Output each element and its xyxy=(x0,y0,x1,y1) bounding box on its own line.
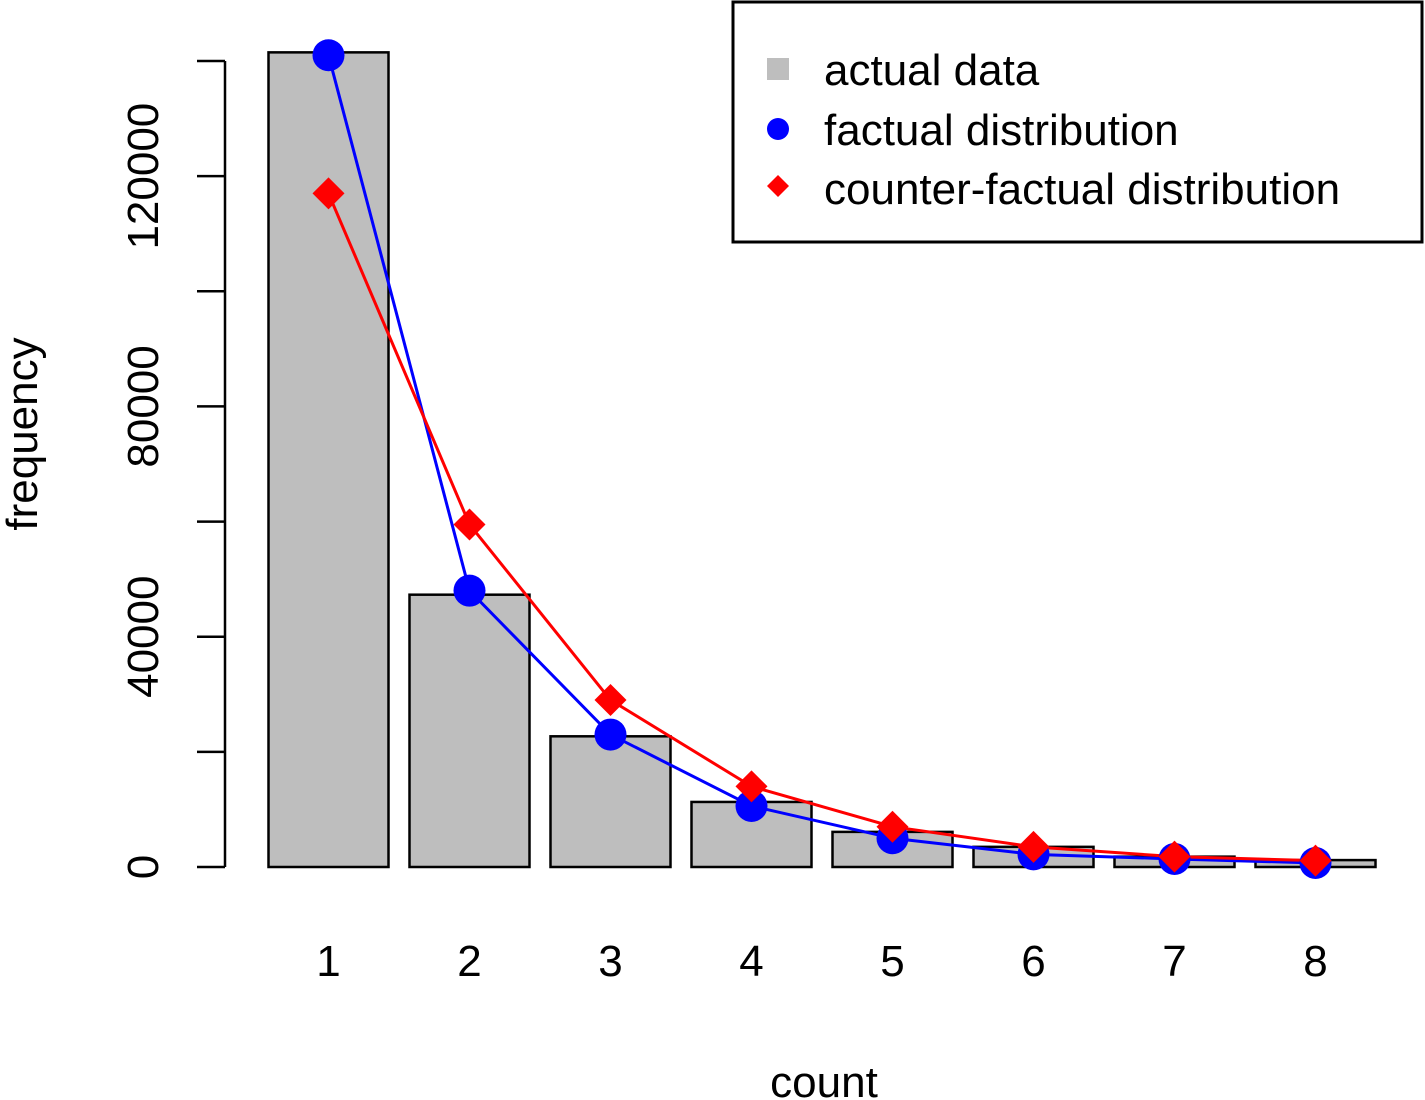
series-1-point-2 xyxy=(453,508,486,541)
x-tick-label: 5 xyxy=(880,937,904,986)
x-tick-label: 6 xyxy=(1021,937,1045,986)
series-1-point-7 xyxy=(1158,840,1191,873)
y-tick-label: 0 xyxy=(119,855,168,879)
series-1-point-4 xyxy=(735,770,768,803)
series-0-point-2 xyxy=(453,574,486,607)
series-0-point-1 xyxy=(312,39,345,72)
legend-box xyxy=(731,0,1424,244)
lines-layer xyxy=(327,54,1316,865)
series-1-point-5 xyxy=(876,810,909,843)
x-tick-label: 1 xyxy=(316,937,340,986)
markers-layer xyxy=(312,39,1332,879)
legend-key-factual-distribution xyxy=(767,118,789,140)
legend-label-actual-data: actual data xyxy=(824,46,1040,95)
x-tick-label: 8 xyxy=(1303,937,1327,986)
series-line-0 xyxy=(327,54,1316,865)
y-axis: 0 40000 80000 120000 xyxy=(119,59,227,879)
x-tick-label: 2 xyxy=(457,937,481,986)
bar-1 xyxy=(267,51,390,869)
bar-4 xyxy=(690,800,813,869)
legend-key-counter-factual-distribution xyxy=(767,175,789,197)
series-line-1 xyxy=(327,192,1316,863)
bar-2 xyxy=(408,593,531,869)
x-tick-label: 3 xyxy=(598,937,622,986)
series-1-point-6 xyxy=(1017,830,1050,863)
x-tick-label: 7 xyxy=(1162,937,1186,986)
series-1-point-1 xyxy=(312,177,345,210)
series-0-point-3 xyxy=(594,718,627,751)
legend: actual data factual distribution counter… xyxy=(731,0,1424,244)
y-tick-label: 120000 xyxy=(119,103,168,250)
legend-key-actual-data xyxy=(767,58,789,80)
series-1-point-8 xyxy=(1299,844,1332,877)
legend-label-factual-distribution: factual distribution xyxy=(824,106,1179,155)
y-axis-title: frequency xyxy=(0,337,47,530)
legend-label-counter-factual-distribution: counter-factual distribution xyxy=(824,165,1340,214)
series-1-point-3 xyxy=(594,684,627,717)
y-tick-label: 40000 xyxy=(119,576,168,698)
series-0-point-4 xyxy=(735,789,768,822)
x-axis-title: count xyxy=(770,1058,878,1100)
y-tick-label: 80000 xyxy=(119,345,168,467)
x-axis: 1 2 3 4 5 6 7 8 xyxy=(316,937,1327,986)
x-tick-label: 4 xyxy=(739,937,763,986)
